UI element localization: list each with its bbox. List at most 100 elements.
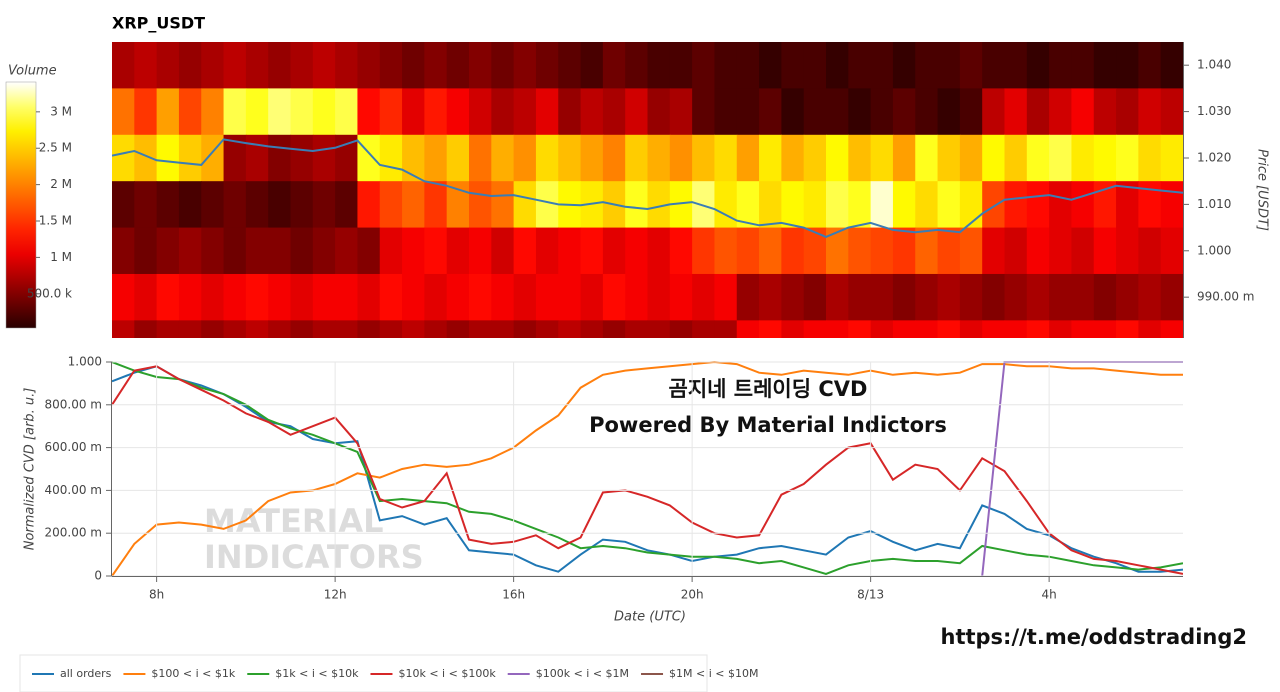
heat-cell [736, 88, 760, 136]
y-tick-label: 800.00 m [45, 397, 103, 411]
heat-cell [848, 273, 872, 321]
heat-cell [1049, 227, 1073, 275]
heat-cell [112, 88, 135, 136]
heat-cell [1049, 42, 1073, 89]
heat-cell [379, 88, 403, 136]
legend-label: all orders [60, 667, 112, 680]
heat-cell [1071, 42, 1095, 89]
heat-cell [848, 42, 872, 89]
heat-cell [1138, 88, 1162, 136]
heat-cell [870, 88, 894, 136]
footer-link: https://t.me/oddstrading2 [941, 625, 1248, 649]
heat-cell [759, 227, 782, 275]
heat-cell [1049, 273, 1073, 321]
heat-cell [312, 88, 336, 136]
heat-cell [156, 320, 180, 338]
price-line [112, 138, 1183, 238]
y-tick-label: 0 [94, 569, 102, 583]
heat-cell [602, 88, 626, 136]
heat-cell [223, 88, 247, 136]
heat-cell [692, 134, 716, 182]
heat-cell [558, 134, 582, 182]
chart-title: XRP_USDT [112, 14, 205, 33]
heat-cell [759, 134, 782, 182]
heat-cell [156, 181, 180, 229]
series-line [981, 361, 1183, 577]
heat-cell [178, 88, 202, 136]
heat-cell [1116, 88, 1139, 136]
heat-cell [558, 88, 582, 136]
heat-cell [513, 273, 537, 321]
y-tick-label: 1.000 [1197, 243, 1231, 257]
legend-label: $1M < i < $10M [669, 667, 758, 680]
heat-cell [625, 273, 649, 321]
heat-cell [714, 134, 738, 182]
heat-cell [1116, 227, 1139, 275]
heat-cell [112, 181, 135, 229]
heat-cell [870, 181, 894, 229]
legend-label: $100k < i < $1M [536, 667, 629, 680]
y-tick-label: 1.010 [1197, 197, 1231, 211]
heat-cell [424, 88, 448, 136]
heat-cell [602, 42, 626, 89]
heat-cell [892, 88, 916, 136]
annotation: 곰지네 트레이딩 CVD [669, 377, 868, 401]
heat-cell [357, 42, 381, 89]
heat-cell [357, 320, 381, 338]
heat-cell [803, 273, 827, 321]
heat-cell [647, 42, 671, 89]
heat-cell [424, 181, 448, 229]
heat-cell [982, 134, 1006, 182]
heat-cell [781, 88, 805, 136]
heat-cell [647, 88, 671, 136]
heat-cell [112, 273, 135, 321]
heat-cell [1093, 88, 1117, 136]
y-tick-label: 200.00 m [45, 526, 103, 540]
heat-cell [134, 273, 158, 321]
heat-cell [959, 227, 983, 275]
watermark: MATERIAL [204, 502, 384, 540]
heat-cell [134, 227, 158, 275]
heat-cell [625, 320, 649, 338]
heat-cell [245, 42, 269, 89]
heat-cell [915, 42, 939, 89]
heat-cell [1026, 42, 1050, 89]
heat-cell [446, 134, 470, 182]
heat-cell [379, 134, 403, 182]
heat-cell [1071, 227, 1095, 275]
heatmap [112, 42, 1183, 338]
heat-cell [268, 42, 292, 89]
heat-cell [1116, 320, 1139, 338]
heat-cell [1116, 181, 1139, 229]
heat-cell [915, 320, 939, 338]
heat-cell [1071, 134, 1095, 182]
series-line [112, 365, 1183, 575]
series-line [112, 365, 1183, 573]
heat-cell [714, 42, 738, 89]
heat-cell [245, 134, 269, 182]
heat-cell [112, 227, 135, 275]
heat-cell [602, 227, 626, 275]
heat-cell [803, 227, 827, 275]
heat-cell [424, 227, 448, 275]
heat-cell [201, 273, 225, 321]
heat-cell [491, 134, 515, 182]
legend-label: $10k < i < $100k [398, 667, 496, 680]
heat-cell [803, 88, 827, 136]
x-tick-label: 8h [149, 588, 164, 602]
heat-cell [1116, 134, 1139, 182]
heat-cell [312, 181, 336, 229]
legend-label: $1k < i < $10k [275, 667, 359, 680]
heat-cell [558, 227, 582, 275]
heat-cell [424, 273, 448, 321]
heat-cell [379, 42, 403, 89]
heat-cell [469, 227, 492, 275]
heat-cell [134, 320, 158, 338]
heat-cell [312, 273, 336, 321]
heat-cell [134, 181, 158, 229]
heat-cell [959, 181, 983, 229]
heat-cell [290, 181, 314, 229]
heat-cell [669, 134, 693, 182]
heat-cell [915, 134, 939, 182]
heat-cell [112, 42, 135, 89]
